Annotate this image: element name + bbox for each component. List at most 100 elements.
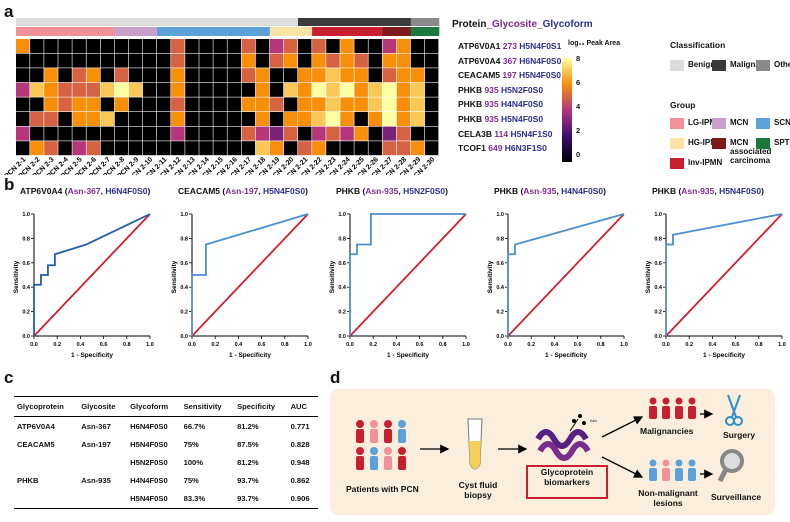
heatmap-cell — [312, 68, 326, 83]
table-header-cell: Sensitivity — [180, 396, 235, 417]
table-cell: ATP6V0A4 — [17, 421, 55, 431]
group-cell — [283, 27, 299, 36]
heatmap-cell — [16, 39, 30, 53]
y-tick-label: 0.2 — [496, 310, 504, 316]
y-tick-label: 0.0 — [496, 334, 504, 340]
heatmap-cell — [16, 53, 30, 68]
heatmap-cell — [44, 68, 58, 83]
heatmap-cell — [16, 112, 30, 126]
heatmap-cell — [44, 53, 58, 68]
magnifier-icon — [717, 449, 744, 483]
heatmap-cell — [199, 39, 213, 53]
heatmap-cell — [396, 39, 411, 53]
group-cell — [424, 27, 440, 36]
heatmap-cell — [58, 82, 72, 97]
heatmap-cell — [114, 97, 129, 112]
legend-swatch — [712, 118, 726, 129]
group-legend-item: SCN — [756, 118, 790, 129]
heatmap-cell — [340, 97, 354, 112]
heatmap-cell — [227, 68, 241, 83]
y-axis-label: Sensitivity — [171, 260, 178, 293]
panel-letter-d: d — [330, 368, 341, 387]
y-tick-label: 1.0 — [654, 212, 662, 218]
roc-title: CEACAM5 (Asn-197, H5N4F0S0) — [178, 186, 308, 196]
heatmap-cell — [114, 53, 129, 68]
y-tick-label: 1.0 — [338, 212, 346, 218]
classification-cell — [16, 18, 31, 26]
roc-curve — [507, 213, 625, 336]
heatmap-cell — [326, 68, 340, 83]
classification-cell — [128, 18, 144, 26]
heatmap-cell — [86, 68, 100, 83]
heatmap-cell — [86, 112, 100, 126]
heatmap-cell — [72, 141, 86, 156]
classification-legend-item: Other — [756, 60, 790, 71]
legend-swatch — [712, 138, 726, 149]
heatmap-cell — [30, 53, 44, 68]
heatmap-cell — [213, 112, 227, 126]
heatmap-cell — [100, 97, 115, 112]
row-label: TCOF1 649 H6N3F1S0 — [458, 143, 547, 154]
row-label: ATP6V0A1 273 H5N4F0S1 — [458, 41, 562, 51]
table-cell: 0.828 — [290, 439, 310, 449]
group-cell — [86, 27, 101, 36]
y-tick-label: 0.0 — [180, 334, 188, 340]
heatmap-cell — [128, 82, 143, 97]
heatmap-cell — [142, 68, 157, 83]
heatmap-cell — [100, 68, 115, 83]
y-axis-label: Sensitivity — [13, 260, 20, 293]
table-cell: 100% — [183, 457, 204, 467]
heatmap-cell — [241, 53, 256, 68]
heatmap-cell — [72, 126, 86, 141]
x-tick-label: 0.2 — [527, 342, 535, 348]
classification-cell — [44, 18, 59, 26]
roc-plot: 0.00.0 0.2 0.2 0.4 0.4 0.6 0.6 0.8 0.8 1.0 1.0 1 - … — [487, 212, 628, 359]
heatmap-cell — [30, 68, 44, 83]
heatmap-cell — [185, 141, 199, 156]
roc-reference-line — [191, 213, 309, 337]
x-tick-label: 0.8 — [755, 342, 763, 348]
group-cell — [100, 27, 115, 36]
heatmap-cell — [269, 39, 284, 53]
roc-title: ATP6V0A4 (Asn-367, H6N4F0S0) — [20, 186, 151, 196]
panel-letter-b: b — [4, 175, 15, 194]
heatmap-cell — [340, 126, 354, 141]
group-cell — [354, 27, 369, 36]
heatmap-cell — [283, 112, 298, 126]
y-tick-label: 1.0 — [22, 212, 30, 218]
group-cell — [185, 27, 200, 36]
heatmap-cell — [58, 68, 72, 83]
nonmalignant-patients-icon — [649, 459, 696, 481]
heatmap-cell — [86, 82, 100, 97]
y-tick-label: 0.2 — [180, 310, 188, 316]
heatmap-cell — [185, 126, 199, 141]
classification-cell — [185, 18, 200, 26]
heatmap-cell — [114, 126, 129, 141]
heatmap-cell — [255, 68, 270, 83]
heatmap-cell — [114, 82, 129, 97]
heatmap-color-scale — [562, 58, 572, 162]
y-axis-label: Sensitivity — [487, 260, 494, 293]
roc-reference-line — [33, 213, 151, 337]
heatmap-cell — [100, 141, 115, 156]
classification-cell — [410, 18, 426, 26]
heatmap-cell — [241, 82, 256, 97]
group-legend-item: Inv-IPMN — [670, 158, 722, 169]
heatmap-cell — [86, 97, 100, 112]
group-cell — [382, 27, 397, 36]
y-tick-label: 1.0 — [180, 212, 188, 218]
group-cell — [340, 27, 355, 36]
table-cell: H5N4F0S0 — [130, 439, 168, 449]
legend-swatch — [670, 60, 684, 71]
y-tick-label: 0.4 — [338, 285, 347, 291]
heatmap-cell — [326, 53, 340, 68]
heatmap-cell — [368, 53, 382, 68]
table-row: H5N4F0S0 83.3% 93.7% 0.906 — [14, 489, 318, 509]
heatmap-cell — [410, 68, 425, 83]
table-cell: H6N4F0S0 — [130, 421, 168, 431]
roc-reference-line — [665, 213, 783, 337]
heatmap-cell — [410, 39, 425, 53]
table-cell: H5N2F0S0 — [130, 457, 168, 467]
heatmap-cell — [283, 141, 298, 156]
y-tick-label: 0.4 — [22, 285, 31, 291]
